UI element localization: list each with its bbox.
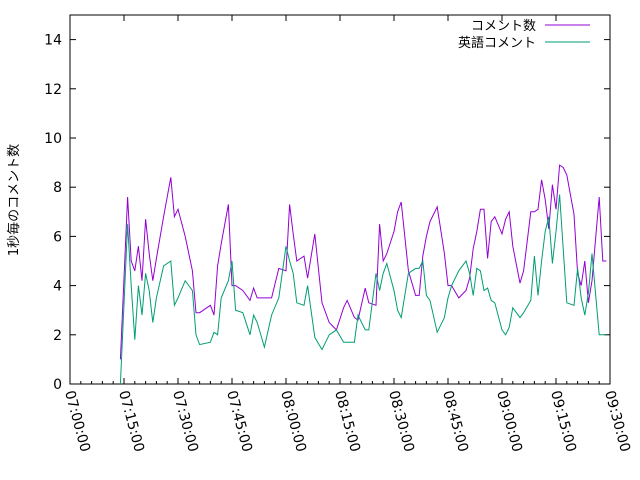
legend-label-1: コメント数 [471,19,536,34]
x-tick-label: 08:00:00 [277,389,309,454]
series-line-1 [119,164,607,360]
plot-frame [69,14,611,385]
y-tick-label: 14 [44,33,62,49]
x-tick-label: 09:15:00 [547,389,579,454]
x-tick-label: 08:30:00 [385,389,417,454]
series-layer [119,164,607,385]
x-tick-label: 07:15:00 [115,389,147,454]
y-tick-label: 0 [53,377,62,393]
y-tick-label: 4 [53,279,62,295]
series-line-2 [119,194,607,385]
x-tick-label: 09:30:00 [601,389,633,454]
y-tick-label: 2 [53,328,62,344]
x-tick-label: 07:30:00 [169,389,201,454]
x-tick-label: 07:45:00 [223,389,255,454]
x-tick-label: 08:15:00 [331,389,363,454]
y-tick-label: 6 [53,229,62,245]
y-tick-label: 12 [44,82,62,98]
y-tick-label: 8 [53,180,62,196]
y-axis: 0 2 4 6 8 10 12 14 [44,33,610,393]
x-tick-label: 07:00:00 [61,389,93,454]
legend-label-2: 英語コメント [458,35,536,51]
y-tick-label: 10 [44,131,62,147]
y-axis-title: 1秒毎のコメント数 [6,144,22,256]
x-tick-label: 09:00:00 [493,389,525,454]
x-tick-label: 08:45:00 [439,389,471,454]
